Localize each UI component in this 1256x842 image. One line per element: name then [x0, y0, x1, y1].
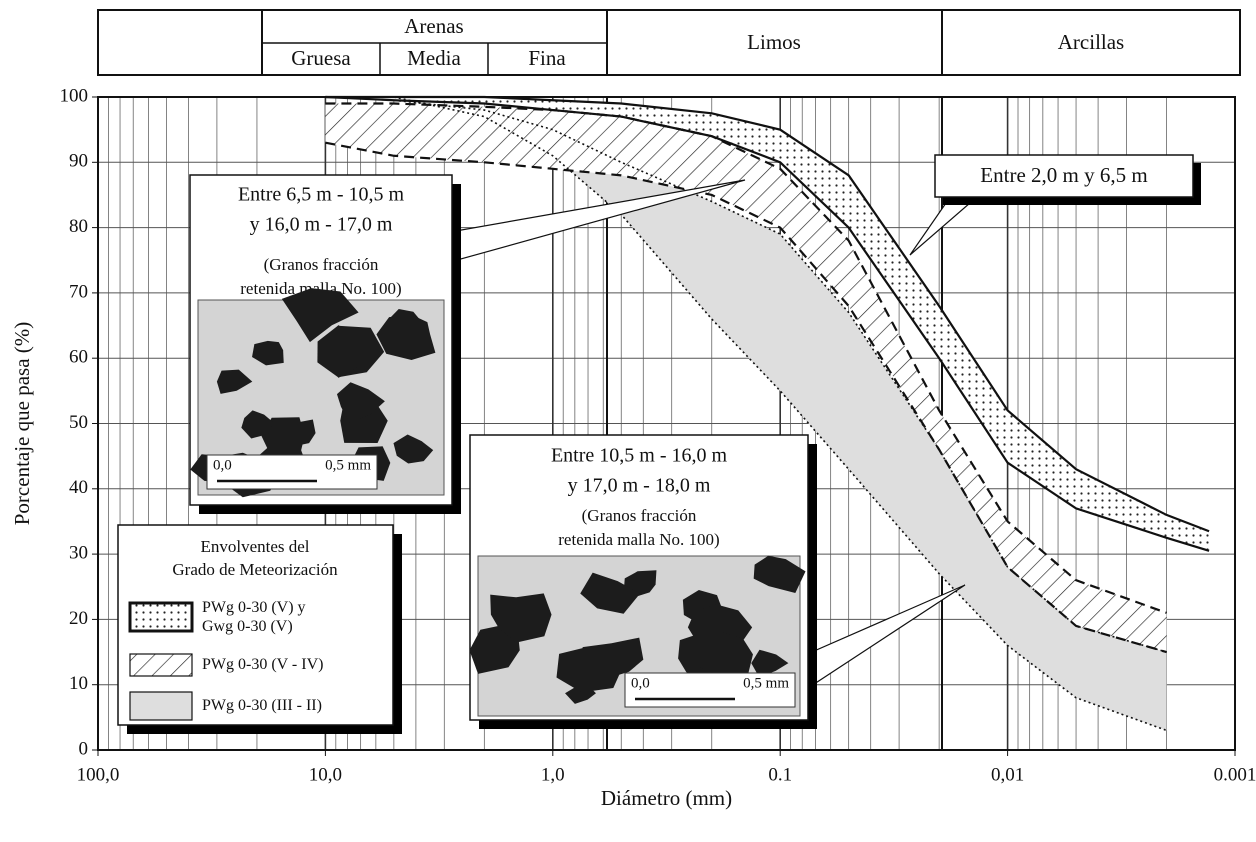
scale-label: 0,5 mm [325, 457, 371, 473]
legend-title: Grado de Meteorización [172, 560, 338, 579]
x-tick-label: 0.1 [768, 764, 792, 785]
header-label: Gruesa [291, 46, 351, 70]
callout-text: Entre 10,5 m - 16,0 m [551, 445, 728, 467]
legend-entry: PWg 0-30 (V) y Gwg 0-30 (V) [202, 598, 317, 638]
page: {"chart_data":{ "type":"line", "header":… [0, 0, 1256, 842]
scale-label: 0,5 mm [743, 675, 789, 691]
y-tick-label: 100 [60, 85, 89, 106]
callout-text: Entre 2,0 m y 6,5 m [980, 163, 1147, 187]
x-tick-label: 1,0 [541, 764, 565, 785]
legend-label: PWg 0-30 (V - IV) [202, 655, 392, 674]
y-tick-label: 30 [69, 542, 88, 563]
legend-entry: PWg 0-30 (V - IV) [202, 655, 392, 695]
y-tick-label: 40 [69, 477, 88, 498]
x-tick-label: 0,01 [991, 764, 1024, 785]
x-tick-label: 0.001 [1214, 764, 1256, 785]
y-tick-label: 50 [69, 412, 88, 433]
callout-text: y 17,0 m - 18,0 m [568, 475, 711, 497]
legend-swatch [130, 692, 192, 720]
callout-text: y 16,0 m - 17,0 m [250, 214, 393, 236]
callout-text: (Granos fracción [264, 255, 379, 274]
y-tick-label: 20 [69, 608, 88, 629]
legend-swatch [130, 654, 192, 676]
y-tick-label: 10 [69, 673, 88, 694]
callout-text: (Granos fracción [582, 506, 697, 525]
y-tick-label: 0 [79, 738, 89, 759]
callout-text: Entre 6,5 m - 10,5 m [238, 184, 405, 206]
x-tick-label: 10,0 [309, 764, 342, 785]
scale-label: 0,0 [213, 457, 232, 473]
y-axis-title: Porcentaje que pasa (%) [10, 322, 34, 526]
header-label: Fina [528, 46, 566, 70]
y-tick-label: 80 [69, 216, 88, 237]
x-tick-label: 100,0 [77, 764, 120, 785]
legend-swatch [130, 603, 192, 631]
y-tick-label: 60 [69, 347, 88, 368]
callout-text: retenida malla No. 100) [558, 530, 719, 549]
x-axis-title: Diámetro (mm) [601, 786, 732, 810]
y-tick-label: 90 [69, 151, 88, 172]
header-label: Media [407, 46, 461, 70]
legend-entry: PWg 0-30 (III - II) [202, 696, 392, 736]
legend-label: PWg 0-30 (V) y Gwg 0-30 (V) [202, 598, 317, 636]
header-label: Arenas [404, 14, 463, 38]
legend-title: Envolventes del [200, 537, 309, 556]
legend-label: PWg 0-30 (III - II) [202, 696, 392, 715]
scale-label: 0,0 [631, 675, 650, 691]
header-label: Arcillas [1058, 30, 1124, 54]
chart: Arenas Gruesa Media Fina Limos Arcillas 0 10 20 3… [0, 0, 1256, 842]
y-tick-label: 70 [69, 281, 88, 302]
header-label: Limos [747, 30, 801, 54]
